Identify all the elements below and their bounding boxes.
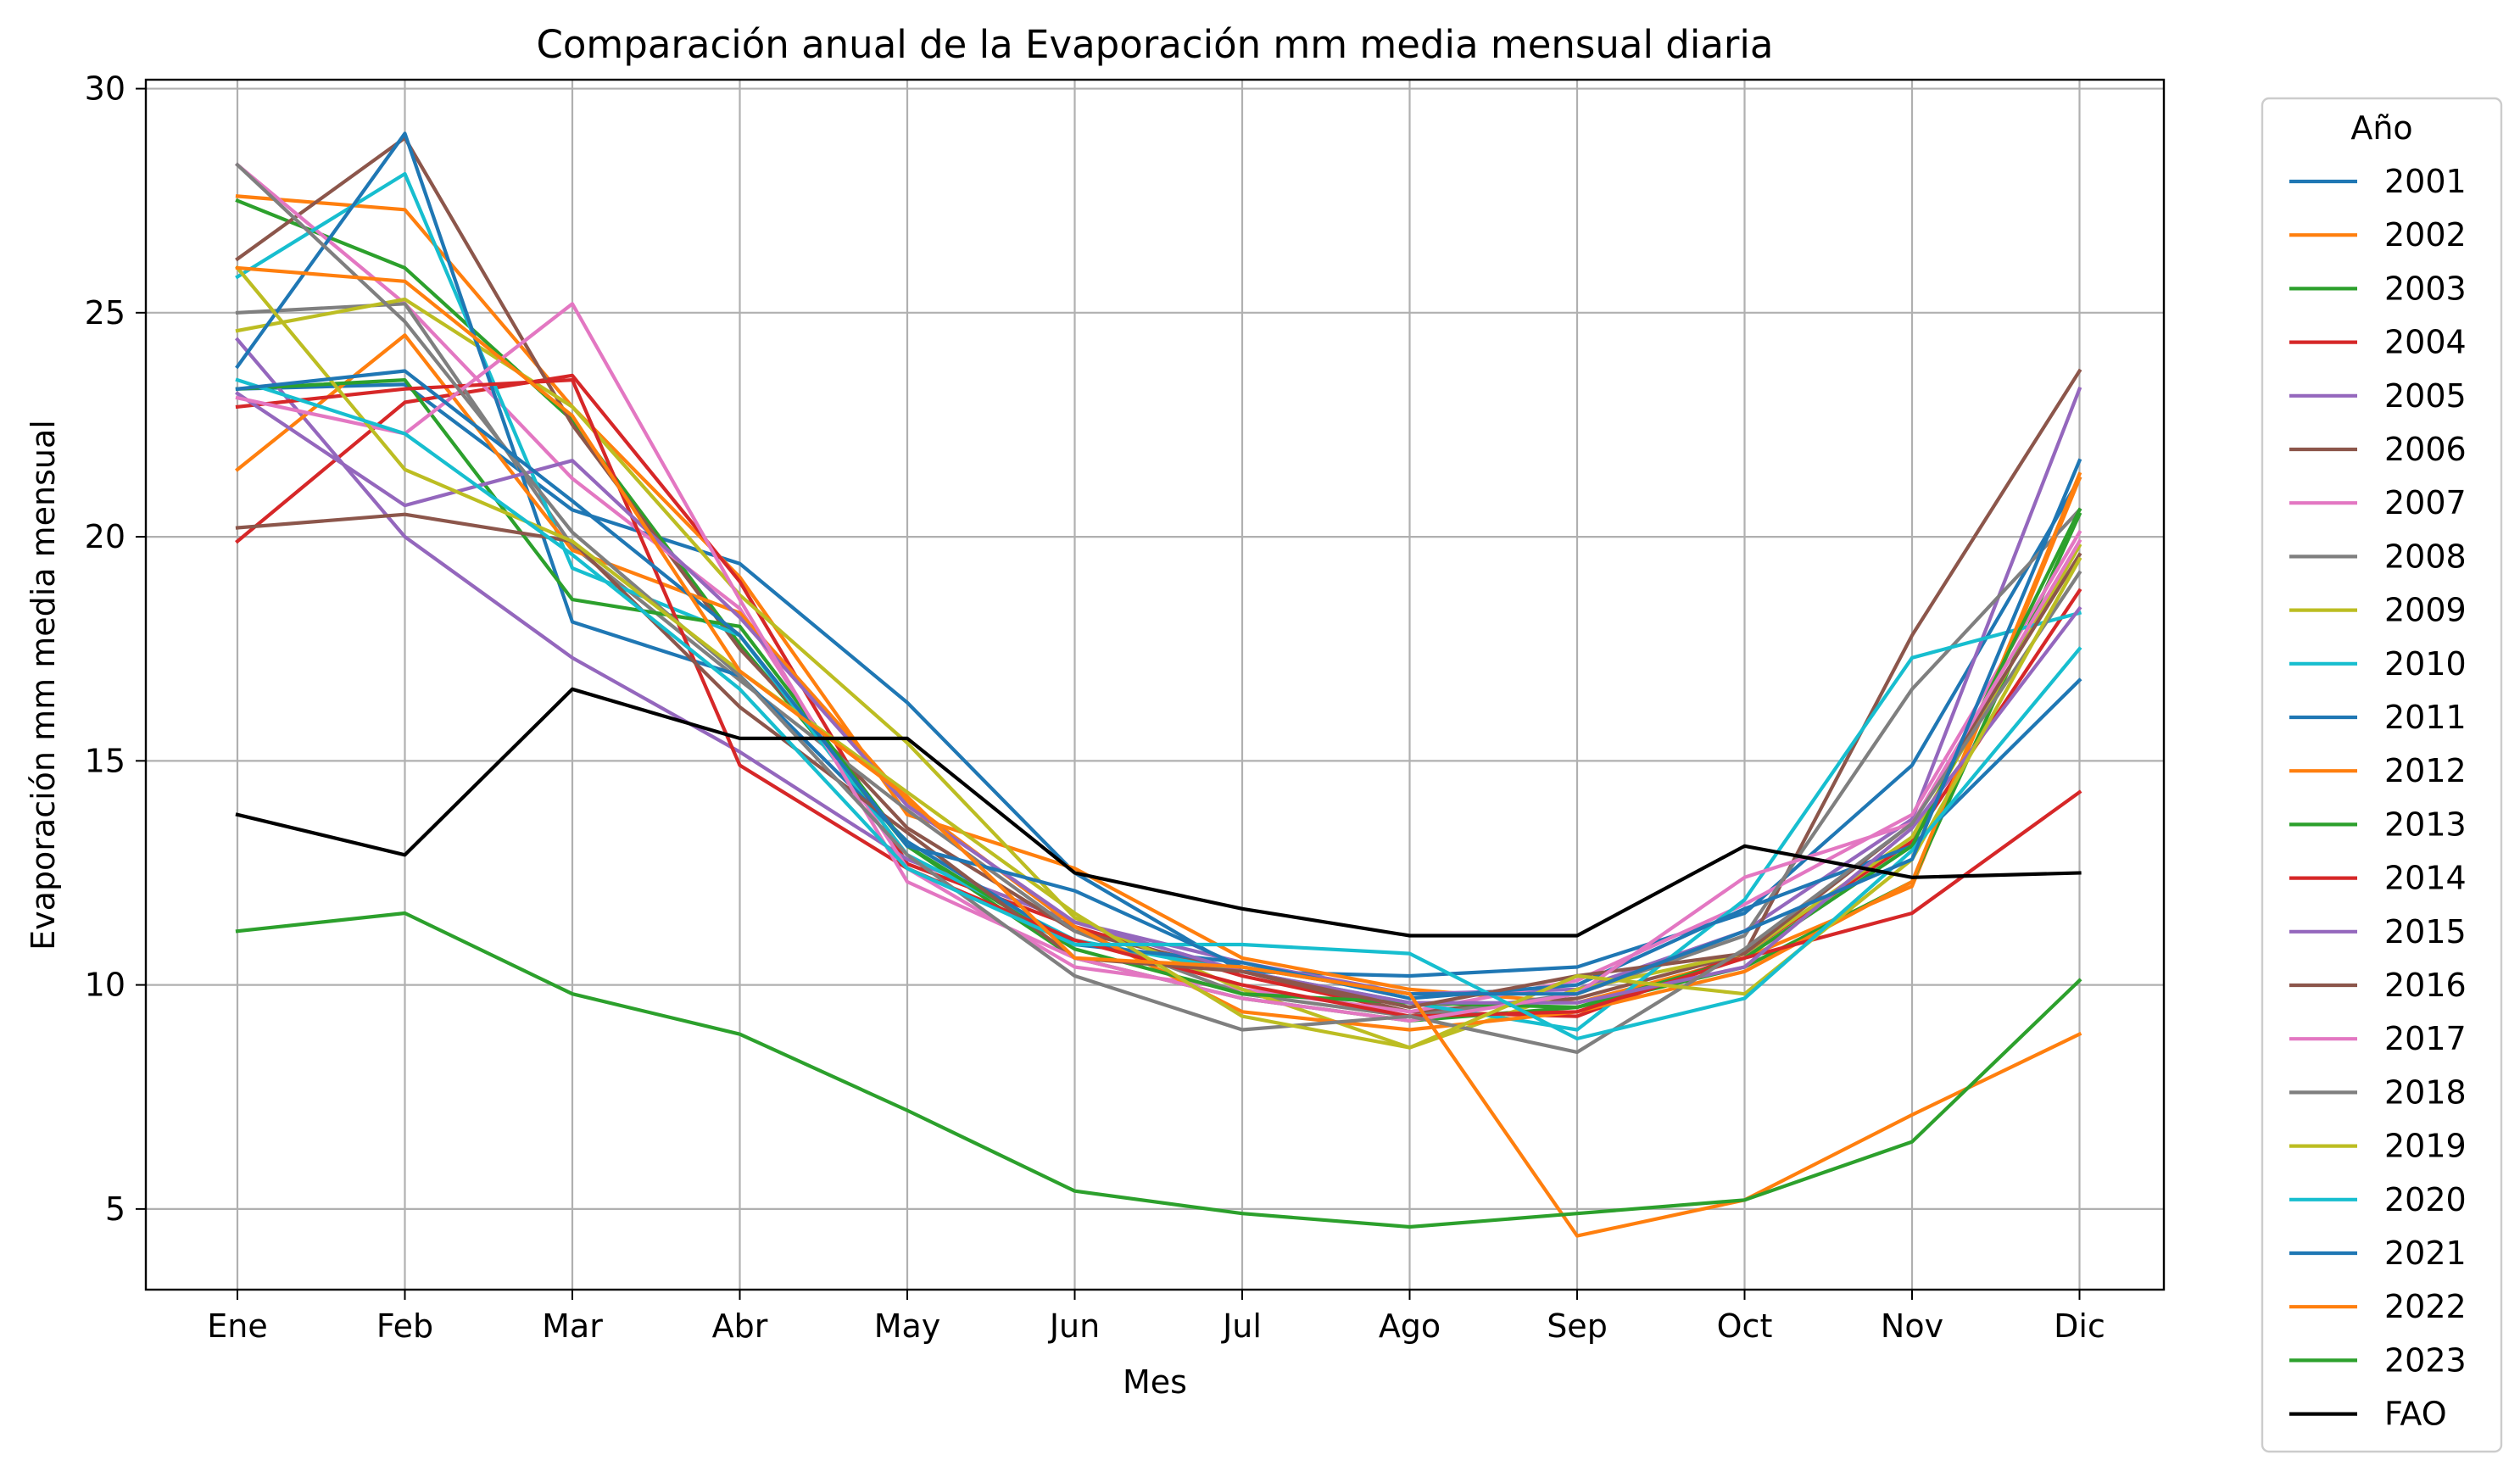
y-tick-label: 25 xyxy=(85,294,125,332)
legend-item-2022: 2022 xyxy=(2289,1288,2467,1325)
legend-item-2014: 2014 xyxy=(2289,860,2467,897)
legend-items: 2001 2002 2003 2004 2005 2006 2007 2008 2009 2010… xyxy=(2289,163,2467,1433)
legend-label: 2005 xyxy=(2384,377,2467,415)
y-tick-label: 30 xyxy=(85,70,125,108)
series-line-2022 xyxy=(235,265,2082,1238)
legend-item-2007: 2007 xyxy=(2289,484,2467,521)
series-line-2006 xyxy=(235,136,2082,1014)
series-line-2017 xyxy=(235,302,2082,1023)
series-line-2002 xyxy=(235,194,2082,1005)
legend-label: 2017 xyxy=(2384,1020,2467,1057)
y-tick-label: 10 xyxy=(85,967,125,1004)
legend-item-2016: 2016 xyxy=(2289,967,2467,1004)
legend-item-2017: 2017 xyxy=(2289,1020,2467,1057)
legend-item-2019: 2019 xyxy=(2289,1128,2467,1165)
x-tick-label: Oct xyxy=(1717,1307,1773,1345)
series-line-2005 xyxy=(235,337,2082,996)
x-tick-label: Ago xyxy=(1379,1307,1441,1345)
x-tick-label: Jun xyxy=(1048,1307,1100,1345)
legend-item-2010: 2010 xyxy=(2289,645,2467,683)
legend-label: 2019 xyxy=(2384,1128,2467,1165)
legend-item-2002: 2002 xyxy=(2289,216,2467,254)
legend-item-2023: 2023 xyxy=(2289,1341,2467,1379)
series-line-2013 xyxy=(235,378,2082,1010)
x-axis-label: Mes xyxy=(1123,1363,1187,1401)
legend-label: 2015 xyxy=(2384,913,2467,950)
x-tick-label: Jul xyxy=(1221,1307,1262,1345)
legend-label: 2001 xyxy=(2384,163,2467,200)
x-tick-label: Mar xyxy=(542,1307,603,1345)
legend-item-2013: 2013 xyxy=(2289,805,2467,843)
legend-item-2018: 2018 xyxy=(2289,1073,2467,1111)
x-tick-label: Feb xyxy=(376,1307,433,1345)
y-tick-label: 5 xyxy=(105,1190,125,1228)
series-layer xyxy=(235,131,2082,1238)
grid-lines xyxy=(146,80,2164,1290)
series-line-2010 xyxy=(235,171,2082,1032)
legend-label: 2002 xyxy=(2384,216,2467,254)
legend-label: 2007 xyxy=(2384,484,2467,521)
x-tick-label: Ene xyxy=(207,1307,267,1345)
legend-label: 2018 xyxy=(2384,1073,2467,1111)
legend-item-2011: 2011 xyxy=(2289,699,2467,736)
x-axis: Ene Feb Mar Abr May Jun Jul Ago Sep Oct Nov Dic xyxy=(207,1290,2105,1345)
legend-label: 2023 xyxy=(2384,1341,2467,1379)
legend-item-FAO: FAO xyxy=(2289,1396,2447,1433)
legend-label: 2021 xyxy=(2384,1235,2467,1272)
series-line-2020 xyxy=(235,377,2082,1041)
legend-label: 2004 xyxy=(2384,324,2467,361)
legend-item-2021: 2021 xyxy=(2289,1235,2467,1272)
legend-label: 2014 xyxy=(2384,860,2467,897)
y-axis-label: Evaporación mm media mensual xyxy=(25,420,62,950)
legend: Año 2001 2002 2003 2004 2005 2006 2007 2008 2009… xyxy=(2261,97,2503,1453)
legend-frame xyxy=(2261,97,2503,1453)
series-line-2023 xyxy=(235,911,2082,1229)
x-tick-label: Sep xyxy=(1547,1307,1608,1345)
legend-item-2008: 2008 xyxy=(2289,538,2467,575)
legend-label: 2012 xyxy=(2384,752,2467,789)
legend-label: 2013 xyxy=(2384,805,2467,843)
plot-frame xyxy=(144,78,2166,1291)
legend-item-2015: 2015 xyxy=(2289,913,2467,950)
series-line-2018 xyxy=(235,162,2082,1055)
chart-title: Comparación anual de la Evaporación mm m… xyxy=(536,22,1773,67)
legend-item-2005: 2005 xyxy=(2289,377,2467,415)
legend-label: FAO xyxy=(2384,1396,2447,1433)
legend-label: 2009 xyxy=(2384,592,2467,629)
legend-label: 2022 xyxy=(2384,1288,2467,1325)
y-axis: 5 10 15 20 25 30 xyxy=(85,70,146,1228)
x-tick-label: Dic xyxy=(2054,1307,2105,1345)
y-tick-label: 20 xyxy=(85,518,125,555)
legend-item-2009: 2009 xyxy=(2289,592,2467,629)
legend-label: 2020 xyxy=(2384,1181,2467,1218)
legend-label: 2010 xyxy=(2384,645,2467,683)
series-line-2012 xyxy=(235,333,2082,1032)
legend-item-2006: 2006 xyxy=(2289,431,2467,468)
series-line-2007 xyxy=(235,162,2082,1014)
legend-label: 2016 xyxy=(2384,967,2467,1004)
legend-item-2012: 2012 xyxy=(2289,752,2467,789)
legend-label: 2006 xyxy=(2384,431,2467,468)
legend-item-2020: 2020 xyxy=(2289,1181,2467,1218)
x-tick-label: Abr xyxy=(712,1307,768,1345)
series-line-2021 xyxy=(235,369,2082,996)
legend-item-2004: 2004 xyxy=(2289,324,2467,361)
y-tick-label: 15 xyxy=(85,742,125,779)
x-tick-label: Nov xyxy=(1881,1307,1943,1345)
legend-title: Año xyxy=(2350,109,2412,147)
series-line-2011 xyxy=(235,131,2082,1001)
legend-item-2003: 2003 xyxy=(2289,270,2467,307)
series-line-2015 xyxy=(235,391,2082,1005)
legend-label: 2003 xyxy=(2384,270,2467,307)
series-line-FAO xyxy=(235,687,2082,938)
legend-label: 2011 xyxy=(2384,699,2467,736)
legend-label: 2008 xyxy=(2384,538,2467,575)
x-tick-label: May xyxy=(874,1307,941,1345)
legend-item-2001: 2001 xyxy=(2289,163,2467,200)
